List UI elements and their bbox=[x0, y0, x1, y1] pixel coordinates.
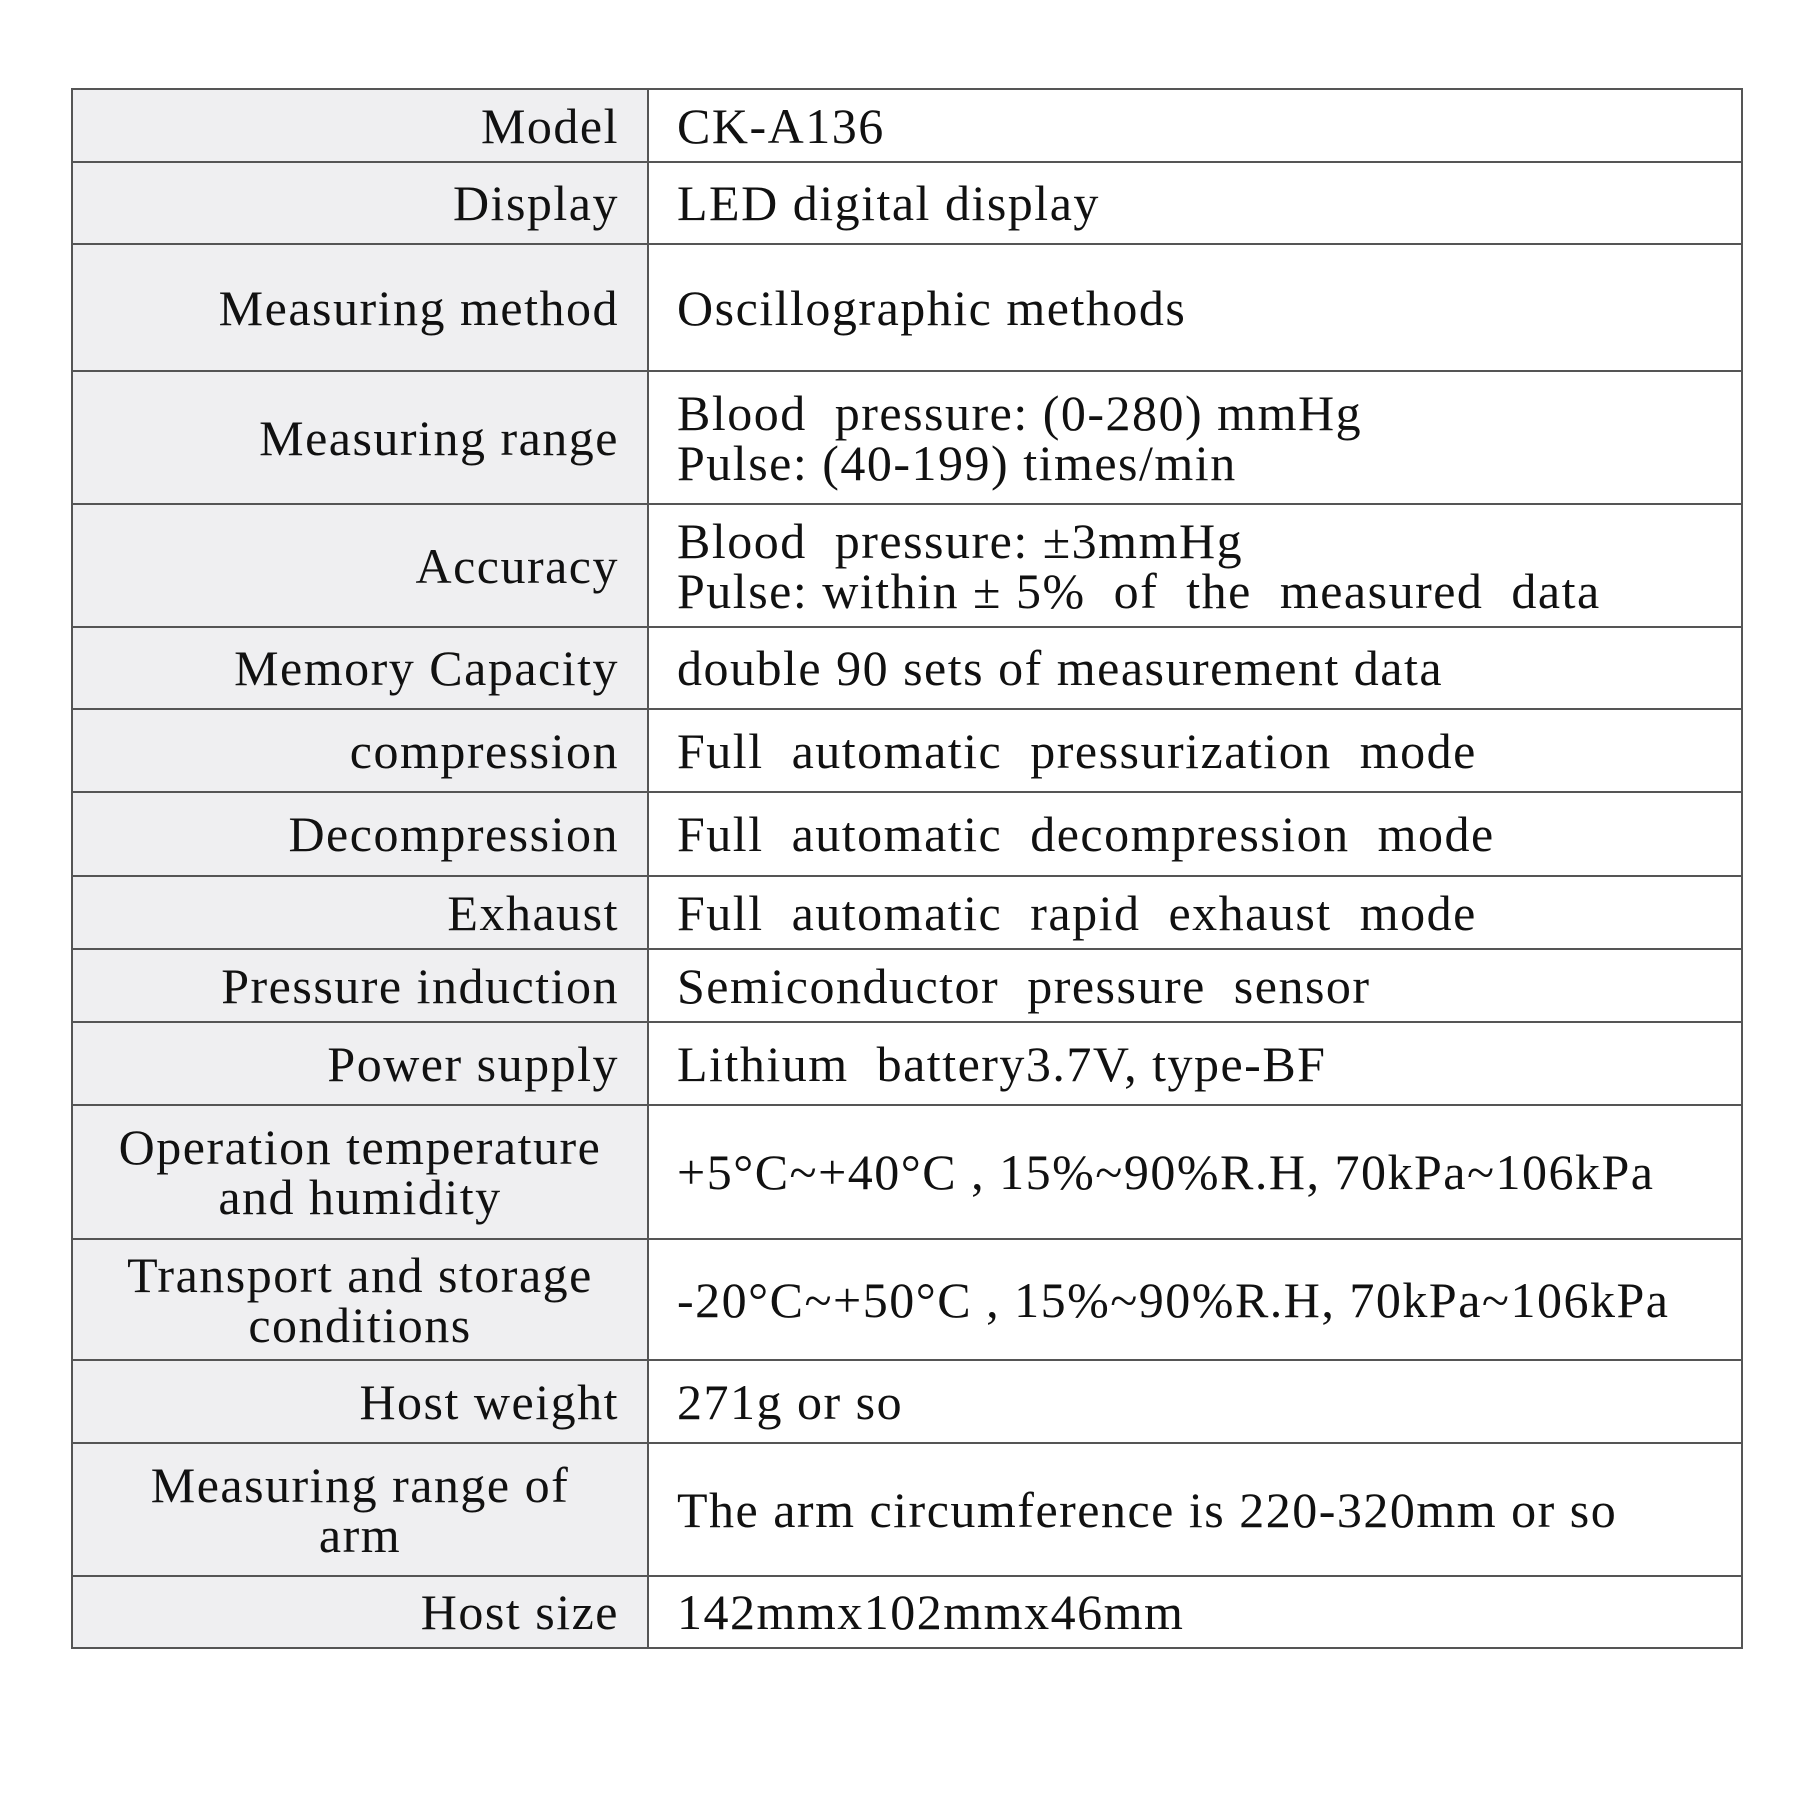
spec-label: Measuring range of arm bbox=[71, 1442, 649, 1577]
spec-value: Blood pressure: (0-280) mmHg Pulse: (40-1… bbox=[647, 370, 1743, 505]
spec-value: Lithium battery3.7V, type-BF bbox=[647, 1021, 1743, 1106]
spec-value: double 90 sets of measurement data bbox=[647, 626, 1743, 710]
spec-label: Accuracy bbox=[71, 503, 649, 628]
spec-value: CK-A136 bbox=[647, 88, 1743, 163]
spec-value-line: Pulse: (40-199) times/min bbox=[677, 434, 1237, 491]
spec-row: Pressure induction Semiconductor pressure… bbox=[71, 948, 1743, 1023]
spec-label-line: Decompression bbox=[288, 806, 619, 862]
spec-label-line: Accuracy bbox=[415, 537, 619, 594]
spec-value: Oscillographic methods bbox=[647, 243, 1743, 372]
spec-row: Transport and storage conditions -20°C~+50… bbox=[71, 1238, 1743, 1361]
spec-label-line: Host size bbox=[420, 1584, 619, 1640]
spec-label-line: and humidity bbox=[218, 1169, 502, 1225]
spec-row: Decompression Full automatic decompressio… bbox=[71, 791, 1743, 877]
spec-value-line: Lithium battery3.7V, type-BF bbox=[677, 1035, 1327, 1092]
spec-row: compression Full automatic pressurization… bbox=[71, 708, 1743, 793]
spec-label-line: arm bbox=[318, 1506, 402, 1563]
spec-row: Model CK-A136 bbox=[71, 88, 1743, 163]
spec-table-body: Model CK-A136 Display LED digital display Me… bbox=[71, 88, 1743, 1649]
spec-row: Power supply Lithium battery3.7V, type-BF bbox=[71, 1021, 1743, 1106]
spec-label-line: Power supply bbox=[327, 1035, 619, 1092]
spec-label-line: Measuring method bbox=[218, 279, 619, 336]
spec-row: Host weight 271g or so bbox=[71, 1359, 1743, 1444]
spec-value-line: LED digital display bbox=[677, 175, 1100, 231]
spec-value: Blood pressure: ±3mmHg Pulse: within ± 5%… bbox=[647, 503, 1743, 628]
spec-value: Full automatic rapid exhaust mode bbox=[647, 875, 1743, 950]
spec-value-line: Pulse: within ± 5% of the measured data bbox=[677, 562, 1601, 619]
spec-value-line: double 90 sets of measurement data bbox=[677, 640, 1444, 696]
spec-label: Transport and storage conditions bbox=[71, 1238, 649, 1361]
spec-label: Host size bbox=[71, 1575, 649, 1649]
spec-value-line: Blood pressure: ±3mmHg bbox=[677, 512, 1244, 569]
spec-row: Accuracy Blood pressure: ±3mmHg Pulse: wit… bbox=[71, 503, 1743, 628]
spec-value-line: -20°C~+50°C , 15%~90%R.H, 70kPa~106kPa bbox=[677, 1271, 1670, 1328]
spec-value-line: +5°C~+40°C , 15%~90%R.H, 70kPa~106kPa bbox=[677, 1144, 1655, 1200]
spec-row: Host size 142mmx102mmx46mm bbox=[71, 1575, 1743, 1649]
spec-value-line: 271g or so bbox=[677, 1373, 904, 1430]
spec-row: Exhaust Full automatic rapid exhaust mode bbox=[71, 875, 1743, 950]
spec-value-line: Full automatic pressurization mode bbox=[677, 722, 1477, 779]
spec-value-line: Oscillographic methods bbox=[677, 279, 1187, 336]
spec-value: +5°C~+40°C , 15%~90%R.H, 70kPa~106kPa bbox=[647, 1104, 1743, 1240]
spec-label: Model bbox=[71, 88, 649, 163]
spec-value-line: Blood pressure: (0-280) mmHg bbox=[677, 384, 1363, 441]
spec-label: Display bbox=[71, 161, 649, 245]
spec-row: Measuring method Oscillographic methods bbox=[71, 243, 1743, 372]
spec-label-line: Transport and storage bbox=[127, 1246, 593, 1303]
spec-row: Operation temperature and humidity +5°C~+4… bbox=[71, 1104, 1743, 1240]
spec-value-line: 142mmx102mmx46mm bbox=[677, 1584, 1185, 1640]
spec-label: Operation temperature and humidity bbox=[71, 1104, 649, 1240]
spec-label-line: Exhaust bbox=[447, 884, 619, 941]
spec-label: Decompression bbox=[71, 791, 649, 877]
specification-table: Model CK-A136 Display LED digital display Me… bbox=[71, 88, 1743, 1649]
spec-value: LED digital display bbox=[647, 161, 1743, 245]
spec-value: Semiconductor pressure sensor bbox=[647, 948, 1743, 1023]
spec-label-line: compression bbox=[349, 722, 619, 779]
spec-value-line: Semiconductor pressure sensor bbox=[677, 957, 1371, 1014]
spec-label: Host weight bbox=[71, 1359, 649, 1444]
spec-label-line: Memory Capacity bbox=[234, 640, 619, 696]
spec-label-line: conditions bbox=[248, 1296, 472, 1353]
spec-label: Memory Capacity bbox=[71, 626, 649, 710]
spec-label: Pressure induction bbox=[71, 948, 649, 1023]
spec-row: Measuring range Blood pressure: (0-280) m… bbox=[71, 370, 1743, 505]
spec-label-line: Host weight bbox=[359, 1373, 619, 1430]
spec-label-line: Measuring range bbox=[259, 409, 619, 466]
spec-value: 271g or so bbox=[647, 1359, 1743, 1444]
spec-label: compression bbox=[71, 708, 649, 793]
spec-label-line: Pressure induction bbox=[221, 957, 619, 1014]
spec-value-line: Full automatic decompression mode bbox=[677, 806, 1495, 862]
spec-label-line: Measuring range of bbox=[150, 1456, 570, 1513]
spec-value: 142mmx102mmx46mm bbox=[647, 1575, 1743, 1649]
spec-value: The arm circumference is 220-320mm or so bbox=[647, 1442, 1743, 1577]
spec-label-line: Operation temperature bbox=[118, 1119, 602, 1175]
spec-row: Display LED digital display bbox=[71, 161, 1743, 245]
spec-value: Full automatic decompression mode bbox=[647, 791, 1743, 877]
spec-value: -20°C~+50°C , 15%~90%R.H, 70kPa~106kPa bbox=[647, 1238, 1743, 1361]
spec-value-line: CK-A136 bbox=[677, 97, 885, 154]
spec-label: Measuring method bbox=[71, 243, 649, 372]
spec-label: Measuring range bbox=[71, 370, 649, 505]
spec-label-line: Display bbox=[452, 175, 619, 231]
spec-row: Measuring range of arm The arm circumferen… bbox=[71, 1442, 1743, 1577]
spec-value-line: The arm circumference is 220-320mm or so bbox=[677, 1481, 1618, 1538]
spec-label: Exhaust bbox=[71, 875, 649, 950]
spec-row: Memory Capacity double 90 sets of measure… bbox=[71, 626, 1743, 710]
spec-value-line: Full automatic rapid exhaust mode bbox=[677, 884, 1477, 941]
spec-label-line: Model bbox=[480, 97, 619, 154]
spec-label: Power supply bbox=[71, 1021, 649, 1106]
spec-value: Full automatic pressurization mode bbox=[647, 708, 1743, 793]
